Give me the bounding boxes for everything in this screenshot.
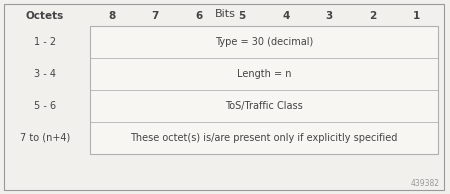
Text: 2: 2 — [369, 11, 376, 21]
Text: 1 - 2: 1 - 2 — [34, 37, 56, 47]
Text: Bits: Bits — [215, 9, 235, 19]
Text: 6: 6 — [195, 11, 203, 21]
Bar — [90, 122, 438, 154]
Text: 5: 5 — [238, 11, 246, 21]
Bar — [90, 26, 438, 154]
Text: 439382: 439382 — [411, 179, 440, 188]
Text: ToS/Traffic Class: ToS/Traffic Class — [225, 101, 303, 111]
Text: 1: 1 — [413, 11, 420, 21]
Text: 3: 3 — [326, 11, 333, 21]
Text: 8: 8 — [108, 11, 115, 21]
Bar — [90, 90, 438, 122]
Text: Length = n: Length = n — [237, 69, 291, 79]
Text: 5 - 6: 5 - 6 — [34, 101, 56, 111]
Bar — [90, 58, 438, 90]
Text: Type = 30 (decimal): Type = 30 (decimal) — [215, 37, 313, 47]
Text: 7: 7 — [152, 11, 159, 21]
Text: Octets: Octets — [26, 11, 64, 21]
Bar — [90, 26, 438, 58]
Text: 7 to (n+4): 7 to (n+4) — [20, 133, 70, 143]
Text: These octet(s) is/are present only if explicitly specified: These octet(s) is/are present only if ex… — [130, 133, 398, 143]
Text: 4: 4 — [282, 11, 289, 21]
Text: 3 - 4: 3 - 4 — [34, 69, 56, 79]
